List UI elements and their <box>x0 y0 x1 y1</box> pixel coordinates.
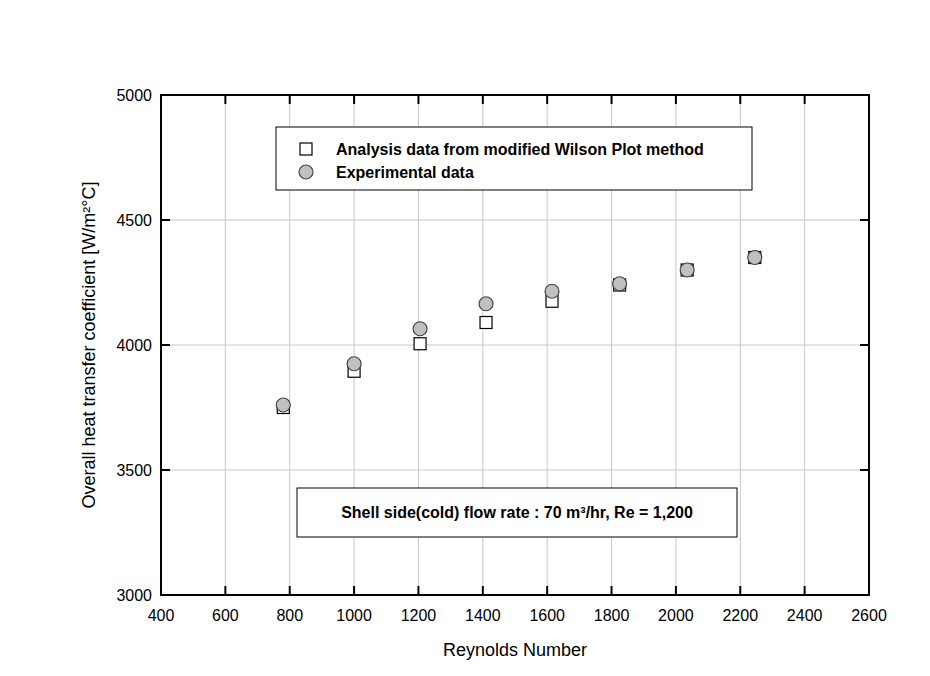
y-tick-right <box>860 469 869 471</box>
x-tick <box>868 586 870 595</box>
point <box>347 357 361 371</box>
y-tick <box>161 219 170 221</box>
y-tick <box>161 344 170 346</box>
point <box>681 264 693 276</box>
x-tick <box>224 586 226 595</box>
point <box>480 317 492 329</box>
x-tick-label: 2000 <box>658 607 694 624</box>
grid-line-y <box>161 220 869 221</box>
point <box>413 322 427 336</box>
y-tick-right <box>860 219 869 221</box>
x-tick-label: 2600 <box>851 607 887 624</box>
x-tick-top <box>739 95 741 104</box>
x-tick <box>611 586 613 595</box>
x-tick-label: 600 <box>212 607 239 624</box>
x-axis-label: Reynolds Number <box>443 640 587 660</box>
point <box>680 263 694 277</box>
legend: Analysis data from modified Wilson Plot … <box>276 127 752 190</box>
chart: 400 600 800 1000 1200 1400 1600 1800 2000 2200 240… <box>0 0 930 676</box>
x-tick-top <box>289 95 291 104</box>
y-tick-right <box>860 344 869 346</box>
y-tick <box>161 594 170 596</box>
legend-label: Analysis data from modified Wilson Plot … <box>336 141 704 158</box>
x-tick <box>482 586 484 595</box>
x-tick <box>353 586 355 595</box>
x-tick-top <box>675 95 677 104</box>
x-tick <box>289 586 291 595</box>
y-tick-label: 3500 <box>116 462 152 479</box>
x-tick-top <box>417 95 419 104</box>
point <box>276 398 290 412</box>
plot-frame <box>161 95 869 595</box>
point <box>479 297 493 311</box>
legend-marker <box>299 165 313 179</box>
y-tick-right <box>860 94 869 96</box>
x-tick <box>417 586 419 595</box>
x-tick-label: 2200 <box>722 607 758 624</box>
y-tick-label: 4500 <box>116 212 152 229</box>
x-tick-label: 400 <box>148 607 175 624</box>
point <box>414 338 426 350</box>
annotation: Shell side(cold) flow rate : 70 m³/hr, R… <box>297 488 737 537</box>
x-tick-top <box>804 95 806 104</box>
legend-label: Experimental data <box>336 164 474 181</box>
x-tick-top <box>224 95 226 104</box>
x-tick-top <box>160 95 162 104</box>
x-tick-label: 1600 <box>529 607 565 624</box>
annotation-text: Shell side(cold) flow rate : 70 m³/hr, R… <box>341 504 693 521</box>
legend-box <box>276 127 752 190</box>
point <box>545 284 559 298</box>
grid-line-y <box>161 345 869 346</box>
y-tick <box>161 94 170 96</box>
x-tick <box>739 586 741 595</box>
x-tick <box>804 586 806 595</box>
y-tick-label: 3000 <box>116 587 152 604</box>
x-tick-top <box>353 95 355 104</box>
x-tick-label: 800 <box>276 607 303 624</box>
x-tick-label: 1400 <box>465 607 501 624</box>
point <box>749 252 761 264</box>
y-tick <box>161 469 170 471</box>
x-tick-top <box>482 95 484 104</box>
point <box>748 251 762 265</box>
x-tick-label: 1000 <box>336 607 372 624</box>
x-tick-label: 2400 <box>787 607 823 624</box>
point <box>613 277 627 291</box>
x-tick <box>160 586 162 595</box>
x-tick-top <box>611 95 613 104</box>
x-tick-label: 1200 <box>401 607 437 624</box>
data-layer <box>276 251 761 414</box>
background <box>0 0 930 676</box>
x-tick <box>675 586 677 595</box>
annotation-box <box>297 488 737 537</box>
grid-line-y <box>161 470 869 471</box>
legend-marker <box>300 143 312 155</box>
y-tick-label: 4000 <box>116 337 152 354</box>
x-tick <box>546 586 548 595</box>
y-tick-label: 5000 <box>116 87 152 104</box>
x-tick-top <box>868 95 870 104</box>
x-tick-top <box>546 95 548 104</box>
y-tick-right <box>860 594 869 596</box>
y-axis-label: Overall heat transfer coefficient [W/m²°… <box>79 182 99 509</box>
x-tick-label: 1800 <box>594 607 630 624</box>
